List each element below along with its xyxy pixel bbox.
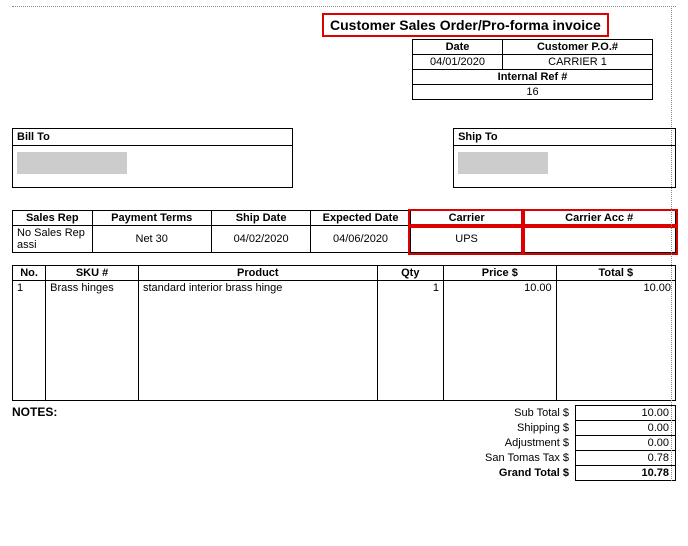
col-no-header: No. — [13, 266, 46, 281]
notes-label: NOTES: — [12, 405, 456, 481]
page-top-divider — [12, 6, 676, 7]
line-sku: Brass hinges — [46, 281, 139, 401]
grand-total-label: Grand Total $ — [456, 466, 576, 481]
adjustment-value: 0.00 — [576, 436, 676, 451]
col-price-header: Price $ — [443, 266, 556, 281]
carrier-header: Carrier — [410, 211, 523, 226]
carrier-acc-value — [523, 226, 676, 253]
line-total: 10.00 — [556, 281, 675, 401]
expected-date-header: Expected Date — [311, 211, 410, 226]
line-price: 10.00 — [443, 281, 556, 401]
line-items-table: No. SKU # Product Qty Price $ Total $ 1 … — [12, 265, 676, 401]
carrier-acc-header: Carrier Acc # — [523, 211, 676, 226]
shipping-value: 0.00 — [576, 421, 676, 436]
sales-rep-header: Sales Rep — [13, 211, 93, 226]
line-item-row: 1 Brass hinges standard interior brass h… — [13, 281, 676, 401]
line-product: standard interior brass hinge — [138, 281, 377, 401]
bill-to-box: Bill To — [12, 128, 293, 188]
col-sku-header: SKU # — [46, 266, 139, 281]
page-right-divider — [671, 6, 672, 481]
header-info-table: Date Customer P.O.# 04/01/2020 CARRIER 1… — [412, 39, 653, 100]
document-title: Customer Sales Order/Pro-forma invoice — [322, 13, 609, 37]
line-qty: 1 — [377, 281, 443, 401]
line-no: 1 — [13, 281, 46, 401]
col-qty-header: Qty — [377, 266, 443, 281]
ship-to-label: Ship To — [454, 129, 675, 146]
order-detail-table: Sales Rep Payment Terms Ship Date Expect… — [12, 210, 676, 253]
grand-total-value: 10.78 — [576, 466, 676, 481]
payment-terms-value: Net 30 — [92, 226, 211, 253]
carrier-value: UPS — [410, 226, 523, 253]
internal-ref-header: Internal Ref # — [413, 70, 653, 85]
ship-to-box: Ship To — [453, 128, 676, 188]
col-total-header: Total $ — [556, 266, 675, 281]
payment-terms-header: Payment Terms — [92, 211, 211, 226]
date-value: 04/01/2020 — [413, 55, 503, 70]
po-header: Customer P.O.# — [503, 40, 653, 55]
totals-table: Sub Total $ 10.00 Shipping $ 0.00 Adjust… — [456, 405, 677, 481]
bill-to-redacted — [17, 152, 127, 174]
subtotal-value: 10.00 — [576, 406, 676, 421]
po-value: CARRIER 1 — [503, 55, 653, 70]
subtotal-label: Sub Total $ — [456, 406, 576, 421]
sales-rep-value: No Sales Rep assi — [13, 226, 93, 253]
expected-date-value: 04/06/2020 — [311, 226, 410, 253]
col-product-header: Product — [138, 266, 377, 281]
ship-date-header: Ship Date — [211, 211, 310, 226]
date-header: Date — [413, 40, 503, 55]
ship-date-value: 04/02/2020 — [211, 226, 310, 253]
tax-value: 0.78 — [576, 451, 676, 466]
tax-label: San Tomas Tax $ — [456, 451, 576, 466]
ship-to-redacted — [458, 152, 548, 174]
bill-to-label: Bill To — [13, 129, 292, 146]
internal-ref-value: 16 — [413, 85, 653, 100]
shipping-label: Shipping $ — [456, 421, 576, 436]
adjustment-label: Adjustment $ — [456, 436, 576, 451]
